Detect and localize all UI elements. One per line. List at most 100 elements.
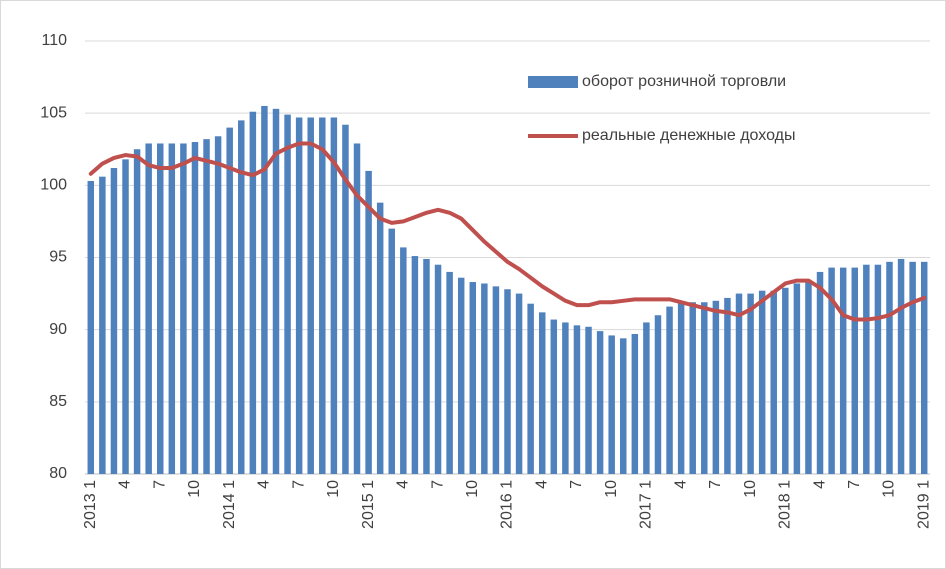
bar: [481, 283, 488, 474]
x-tick-label: 10: [881, 480, 898, 498]
x-tick-label: 2019 1: [915, 480, 932, 529]
y-tick-label: 110: [41, 32, 67, 49]
bar: [712, 300, 720, 474]
y-tick-label: 105: [40, 104, 67, 121]
bar: [423, 258, 430, 474]
bar: [203, 139, 210, 474]
x-tick-label: 4: [395, 480, 412, 489]
bar: [897, 258, 905, 474]
bar: [492, 286, 500, 474]
bar: [319, 117, 326, 474]
bar: [434, 264, 442, 474]
legend-swatch: [528, 76, 578, 88]
x-tick-label: 10: [742, 480, 759, 498]
bar: [122, 159, 129, 474]
x-tick-label: 4: [533, 480, 550, 489]
bar: [411, 256, 419, 474]
bar: [180, 143, 187, 474]
bar: [446, 271, 453, 474]
bar: [261, 105, 268, 474]
bar: [342, 124, 349, 475]
x-tick-label: 4: [256, 480, 273, 489]
bar: [238, 120, 245, 474]
bar: [562, 322, 569, 474]
bar: [388, 228, 395, 474]
bar: [353, 143, 361, 474]
bar: [457, 277, 465, 474]
bar: [770, 290, 777, 474]
x-tick-label: 2017 1: [638, 480, 655, 529]
bar: [596, 331, 604, 474]
x-tick-label: 10: [325, 480, 342, 498]
bar: [307, 117, 314, 474]
bar: [284, 114, 291, 475]
bar: [573, 325, 581, 474]
bar: [839, 267, 847, 474]
x-tick-label: 2018 1: [777, 480, 794, 529]
x-tick-label: 2015 1: [360, 480, 377, 529]
bar: [87, 181, 95, 474]
x-tick-label: 2014 1: [221, 480, 238, 529]
bar: [666, 306, 673, 474]
legend-label: оборот розничной торговли: [582, 73, 786, 90]
x-tick-label: 2016 1: [499, 480, 516, 529]
bar: [515, 293, 523, 474]
x-tick-label: 4: [811, 480, 828, 489]
bar: [608, 335, 615, 474]
x-tick-label: 2013 1: [82, 480, 99, 529]
bar: [99, 176, 106, 474]
bar: [631, 333, 639, 474]
y-tick-label: 100: [40, 177, 67, 194]
bar: [504, 289, 511, 474]
x-tick-label: 7: [429, 480, 446, 489]
x-tick-label: 4: [117, 480, 134, 489]
bar: [191, 142, 199, 475]
bar: [585, 326, 592, 474]
bar: [654, 315, 662, 474]
line: [88, 141, 927, 322]
legend-label: реальные денежные доходы: [582, 127, 795, 144]
bar: [376, 202, 384, 475]
x-tick-label: 7: [568, 480, 585, 489]
bar: [272, 108, 280, 474]
bar: [133, 149, 141, 474]
bar: [168, 143, 176, 474]
bar: [110, 168, 118, 474]
bar: [886, 261, 893, 474]
bar: [793, 283, 801, 474]
bar: [724, 297, 731, 474]
bar: [805, 280, 812, 474]
bar: [643, 322, 650, 474]
bar: [365, 170, 372, 474]
y-tick-label: 95: [49, 249, 67, 266]
bar: [249, 111, 257, 475]
bar: [550, 319, 558, 474]
bar: [330, 117, 338, 474]
x-tick-label: 7: [846, 480, 863, 489]
bar: [863, 264, 870, 474]
bar: [295, 117, 303, 474]
bar: [226, 127, 233, 474]
x-tick-label: 7: [151, 480, 168, 489]
bar: [874, 264, 882, 474]
bar: [701, 302, 708, 474]
bar: [538, 312, 546, 474]
x-tick-label: 10: [603, 480, 620, 498]
x-tick-label: 10: [186, 480, 203, 498]
bar: [527, 303, 534, 474]
bar: [920, 261, 928, 474]
bar: [689, 302, 696, 474]
y-tick-label: 90: [49, 321, 67, 338]
bar: [677, 302, 685, 474]
bar: [145, 143, 152, 474]
bar: [782, 287, 789, 474]
bar: [909, 261, 916, 474]
bar: [747, 293, 754, 474]
bar: [156, 143, 164, 474]
bar: [851, 267, 859, 474]
bar: [816, 271, 824, 474]
x-tick-label: 10: [464, 480, 481, 498]
bar: [620, 338, 627, 474]
bar: [735, 293, 743, 474]
